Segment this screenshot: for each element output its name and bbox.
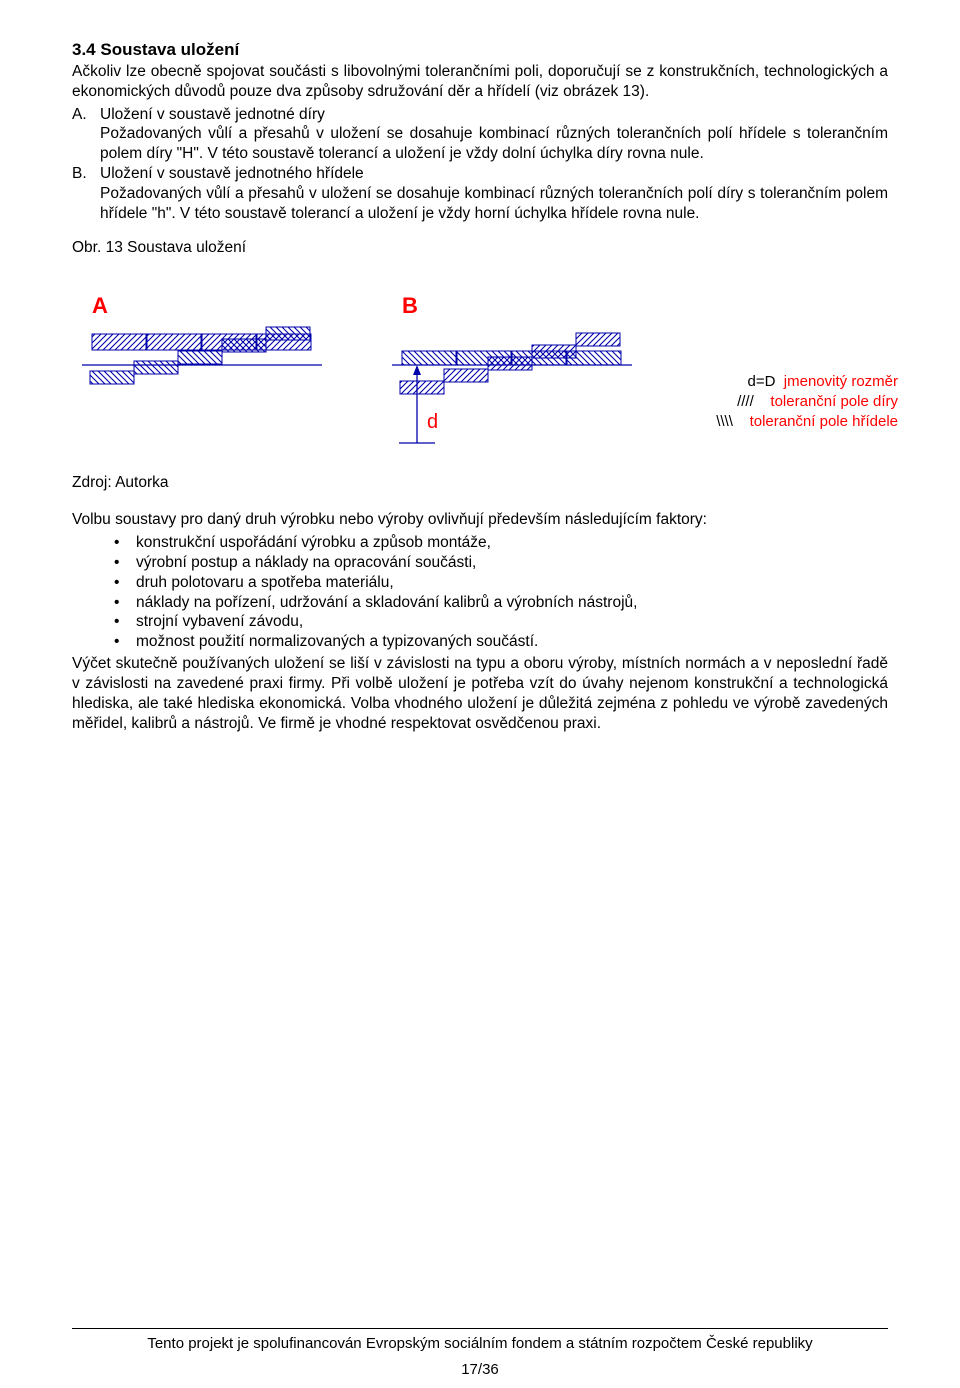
list-title-b: Uložení v soustavě jednotného hřídele [100,165,364,182]
factors-list: •konstrukční uspořádání výrobku a způsob… [114,533,888,652]
bullet-icon: • [114,593,136,613]
legend-row-3: \\\\ toleranční pole hřídele [716,413,898,430]
list-text-a: Požadovaných vůlí a přesahů v uložení se… [100,125,888,162]
section-heading: 3.4 Soustava uložení [72,40,888,60]
legend-row-1: d=D jmenovitý rozměr [748,373,898,390]
list-item-b: B. Uložení v soustavě jednotného hřídele… [72,164,888,223]
intro-paragraph: Ačkoliv lze obecně spojovat součásti s l… [72,62,888,102]
legend-sym-2: //// [737,393,754,410]
factors-item-text: možnost použití normalizovaných a typizo… [136,632,538,652]
figure-source: Zdroj: Autorka [72,473,888,493]
list-item-a: A. Uložení v soustavě jednotné díry Poža… [72,105,888,164]
list-marker-b: B. [72,164,100,223]
factors-item: •strojní vybavení závodu, [114,612,888,632]
bullet-icon: • [114,533,136,553]
factors-item: •konstrukční uspořádání výrobku a způsob… [114,533,888,553]
list-marker-a: A. [72,105,100,164]
legend-row-2: //// toleranční pole díry [737,393,898,410]
figure-13: ABd d=D jmenovitý rozměr //// toleranční… [72,273,888,463]
closing-paragraph: Výčet skutečně používaných uložení se li… [72,654,888,733]
factors-item: •výrobní postup a náklady na opracování … [114,553,888,573]
legend-txt-1: jmenovitý rozměr [784,373,898,390]
list-text-b: Požadovaných vůlí a přesahů v uložení se… [100,185,888,222]
factors-item-text: druh polotovaru a spotřeba materiálu, [136,573,394,593]
footer-rule [72,1328,888,1329]
factors-item: •druh polotovaru a spotřeba materiálu, [114,573,888,593]
list-title-a: Uložení v soustavě jednotné díry [100,106,325,123]
list-body-a: Uložení v soustavě jednotné díry Požadov… [100,105,888,164]
bullet-icon: • [114,573,136,593]
legend-txt-2: toleranční pole díry [770,393,898,410]
page-number: 17/36 [0,1361,960,1378]
page-footer: Tento projekt je spolufinancován Evropsk… [0,1328,960,1352]
legend-txt-3: toleranční pole hřídele [750,413,898,430]
bullet-icon: • [114,632,136,652]
svg-text:A: A [92,293,108,318]
factors-item-text: strojní vybavení závodu, [136,612,303,632]
factors-item-text: náklady na pořízení, udržování a skladov… [136,593,637,613]
legend-sym-3: \\\\ [716,413,733,430]
bullet-icon: • [114,553,136,573]
bullet-icon: • [114,612,136,632]
svg-text:d: d [427,411,438,433]
factors-intro: Volbu soustavy pro daný druh výrobku neb… [72,510,888,530]
factors-item-text: konstrukční uspořádání výrobku a způsob … [136,533,491,553]
factors-item-text: výrobní postup a náklady na opracování s… [136,553,476,573]
legend-sym-1: d=D [748,373,776,390]
figure-caption: Obr. 13 Soustava uložení [72,238,888,258]
list-body-b: Uložení v soustavě jednotného hřídele Po… [100,164,888,223]
factors-item: •náklady na pořízení, udržování a sklado… [114,593,888,613]
footer-text: Tento projekt je spolufinancován Evropsk… [147,1335,812,1352]
svg-text:B: B [402,293,418,318]
factors-item: •možnost použití normalizovaných a typiz… [114,632,888,652]
